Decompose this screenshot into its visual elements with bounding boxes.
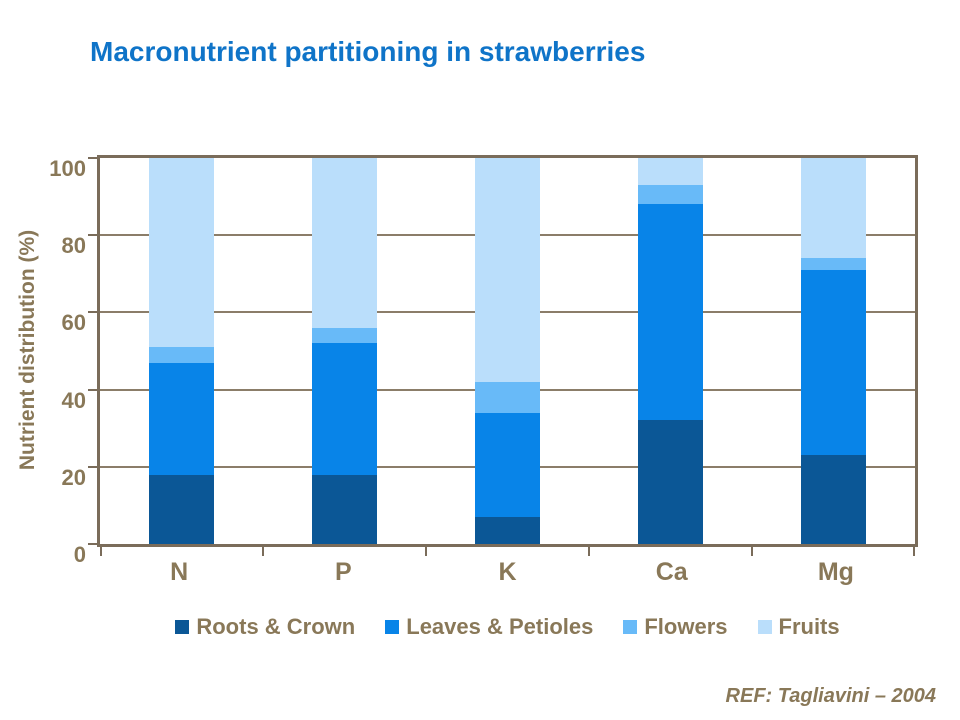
x-axis-label-mg: Mg: [817, 558, 854, 586]
y-tick-mark: [88, 388, 97, 391]
bar-segment-flowers-mg: [801, 258, 866, 270]
bars: [100, 158, 915, 544]
legend-swatch: [175, 620, 190, 634]
bar-segment-fruits-k: [475, 158, 540, 382]
x-axis-label-p: P: [334, 558, 352, 586]
bar-group-ca: [589, 158, 752, 544]
legend-swatch: [757, 620, 772, 634]
y-tick-label: 40: [61, 387, 86, 413]
y-tick-mark: [88, 311, 97, 314]
y-tick-label: 60: [61, 310, 86, 336]
bar-segment-leaves-petioles-ca: [638, 204, 703, 421]
bar-stack-k: [475, 158, 540, 544]
x-tick-mark: [100, 547, 102, 556]
x-tick-mark: [751, 547, 753, 556]
y-tick-mark: [88, 234, 97, 237]
reference-text: REF: Tagliavini – 2004: [725, 685, 936, 707]
y-tick-label: 20: [61, 464, 86, 490]
x-tick-mark: [262, 547, 264, 556]
bar-stack-ca: [638, 158, 703, 544]
legend: Roots & Crown Leaves & Petioles Flowers Fru…: [85, 614, 930, 640]
y-tick-label: 0: [73, 542, 86, 567]
bar-segment-flowers-p: [312, 327, 377, 344]
bar-group-p: [263, 158, 426, 544]
bar-stack-n: [149, 158, 214, 544]
legend-label: Flowers: [644, 614, 728, 639]
bar-segment-fruits-ca: [638, 158, 703, 186]
x-axis-labels: N P K Ca Mg: [97, 558, 918, 587]
legend-swatch: [623, 620, 638, 634]
y-axis-title: Nutrient distribution (%): [16, 229, 39, 471]
bar-segment-leaves-petioles-mg: [801, 269, 866, 456]
bar-segment-roots-crown-n: [149, 474, 214, 544]
x-tick-mark: [425, 547, 427, 556]
page-title: Macronutrient partitioning in strawberri…: [90, 36, 646, 67]
x-tick-mark: [588, 547, 590, 556]
x-axis-label-ca: Ca: [655, 558, 688, 586]
bar-stack-mg: [801, 158, 866, 544]
legend-label: Leaves & Petioles: [406, 614, 594, 639]
legend-item: Flowers: [623, 614, 728, 640]
bar-group-n: [100, 158, 263, 544]
bar-group-k: [426, 158, 589, 544]
bar-group-mg: [752, 158, 915, 544]
legend-item: Fruits: [757, 614, 840, 640]
legend-label: Roots & Crown: [196, 614, 356, 639]
bar-segment-roots-crown-k: [475, 516, 540, 544]
legend-swatch: [385, 620, 400, 634]
bar-segment-fruits-p: [312, 158, 377, 328]
x-tick-mark: [913, 547, 915, 556]
bar-segment-roots-crown-p: [312, 474, 377, 544]
bar-segment-leaves-petioles-p: [312, 343, 377, 475]
y-tick-mark: [88, 465, 97, 468]
plot-area: 0 20 40 60 80 100: [49, 155, 918, 566]
y-tick-mark: [88, 543, 97, 545]
x-axis-label-n: N: [170, 558, 189, 586]
bar-segment-leaves-petioles-n: [149, 362, 214, 475]
legend-item: Roots & Crown: [175, 614, 355, 640]
bar-segment-fruits-n: [149, 158, 214, 348]
bar-segment-flowers-ca: [638, 185, 703, 205]
y-tick-mark: [88, 157, 97, 159]
bar-segment-fruits-mg: [801, 158, 866, 259]
bar-stack-p: [312, 158, 377, 544]
bar-segment-leaves-petioles-k: [475, 412, 540, 517]
legend-item: Leaves & Petioles: [385, 614, 593, 640]
x-axis-label-k: K: [498, 558, 517, 586]
bar-segment-roots-crown-mg: [801, 455, 866, 544]
legend-label: Fruits: [778, 614, 840, 639]
bar-segment-flowers-k: [475, 381, 540, 413]
bar-segment-roots-crown-ca: [638, 420, 703, 544]
y-tick-label: 80: [61, 233, 86, 259]
bar-segment-flowers-n: [149, 347, 214, 363]
y-tick-label: 100: [49, 156, 86, 181]
